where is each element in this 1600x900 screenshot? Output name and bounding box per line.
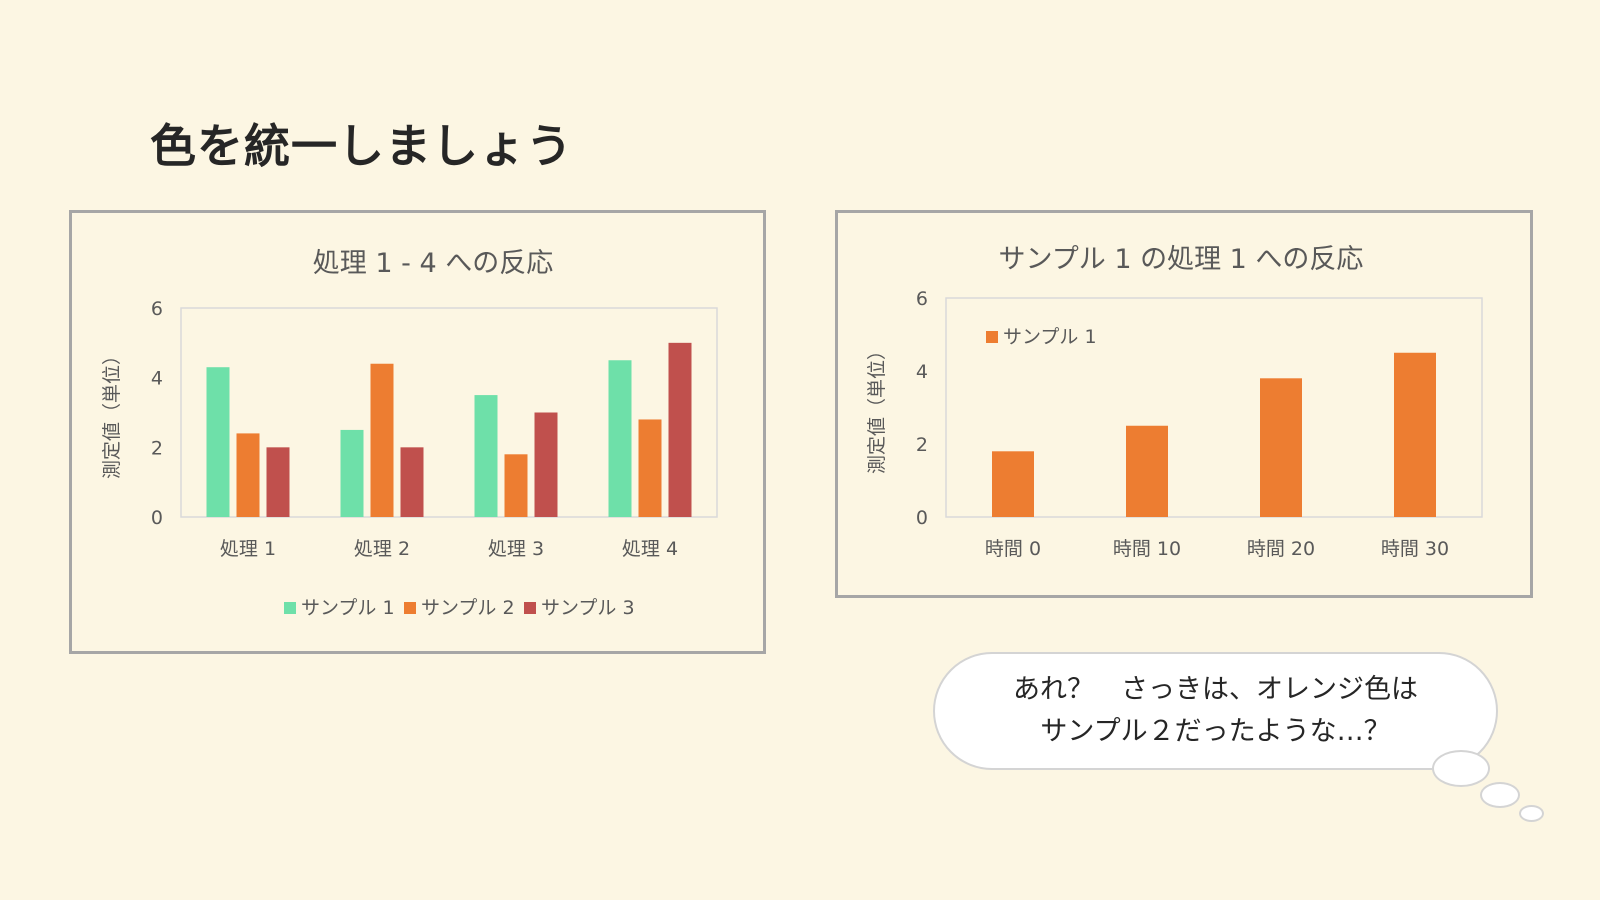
- chart-svg-sample1-time-response: サンプル 1 の処理 1 への反応 0 2 4 6 測定値（単位） 時間 0 時間 10 時間 …: [866, 244, 1483, 560]
- bar-1-2: [340, 429, 364, 517]
- bar-1-3: [1260, 378, 1302, 517]
- x-tick-label: 処理 3: [488, 538, 544, 560]
- legend-swatch-1: [284, 602, 296, 614]
- chart-treatment-response: 処理 1 - 4 への反応 0 2 4 6 測定値（単位） 処理 1 処理 2 処理 3 処理 4…: [69, 210, 766, 654]
- bar-1-4: [608, 360, 632, 517]
- bar-2-4: [638, 419, 662, 517]
- bar-1-1: [206, 367, 230, 517]
- x-tick-label: 処理 1: [220, 538, 276, 560]
- x-tick-label: 時間 30: [1381, 538, 1449, 560]
- bar-1-3: [474, 395, 498, 517]
- y-tick-label: 2: [151, 437, 163, 459]
- legend-label-1: サンプル 1: [301, 597, 395, 619]
- thought-bubble-line-2: サンプル２だったような…？: [1040, 716, 1391, 747]
- y-tick-label: 0: [916, 507, 928, 529]
- chart-sample1-time-response: サンプル 1 の処理 1 への反応 0 2 4 6 測定値（単位） 時間 0 時間 10 時間 …: [835, 210, 1533, 598]
- legend-label-2: サンプル 2: [421, 597, 515, 619]
- legend-swatch-2: [404, 602, 416, 614]
- x-tick-label: 時間 0: [985, 538, 1041, 560]
- legend-label-3: サンプル 3: [541, 597, 635, 619]
- x-tick-label: 時間 10: [1113, 538, 1181, 560]
- bar-3-4: [668, 342, 692, 517]
- plot-area: [945, 297, 1483, 518]
- y-tick-label: 2: [916, 434, 928, 456]
- chart-title: サンプル 1 の処理 1 への反応: [999, 244, 1364, 275]
- bar-3-2: [400, 447, 424, 517]
- y-tick-label: 6: [151, 298, 163, 320]
- y-axis-label: 測定値（単位）: [866, 341, 888, 474]
- x-tick-label: 時間 20: [1247, 538, 1315, 560]
- legend-swatch-3: [524, 602, 536, 614]
- y-tick-label: 4: [916, 361, 928, 383]
- y-tick-label: 0: [151, 507, 163, 529]
- y-tick-label: 4: [151, 368, 163, 390]
- x-tick-label: 処理 4: [622, 538, 678, 560]
- chart-title: 処理 1 - 4 への反応: [313, 248, 553, 279]
- bar-2-2: [370, 363, 394, 517]
- bar-1-4: [1394, 352, 1436, 517]
- chart-svg-treatment-response: 処理 1 - 4 への反応 0 2 4 6 測定値（単位） 処理 1 処理 2 処理 3 処理 4…: [101, 248, 718, 619]
- legend-swatch-1: [986, 331, 998, 343]
- bar-3-1: [266, 447, 290, 517]
- bar-1-1: [992, 451, 1034, 517]
- thought-bubble-dot-large: [1432, 750, 1490, 787]
- y-axis-label: 測定値（単位）: [101, 346, 123, 479]
- thought-bubble-dot-small: [1519, 805, 1544, 822]
- x-tick-label: 処理 2: [354, 538, 410, 560]
- plot-area: [180, 307, 718, 518]
- bar-2-3: [504, 454, 528, 517]
- thought-bubble-dot-medium: [1480, 782, 1520, 808]
- thought-bubble: あれ？ さっきは、オレンジ色は サンプル２だったような…？: [933, 652, 1498, 770]
- bar-2-1: [236, 433, 260, 517]
- legend-label-1: サンプル 1: [1003, 326, 1097, 348]
- thought-bubble-line-1: あれ？ さっきは、オレンジ色は: [1013, 674, 1418, 705]
- y-tick-label: 6: [916, 288, 928, 310]
- bar-1-2: [1126, 425, 1168, 517]
- bar-3-3: [534, 412, 558, 517]
- slide-title: 色を統一しましょう: [150, 119, 573, 173]
